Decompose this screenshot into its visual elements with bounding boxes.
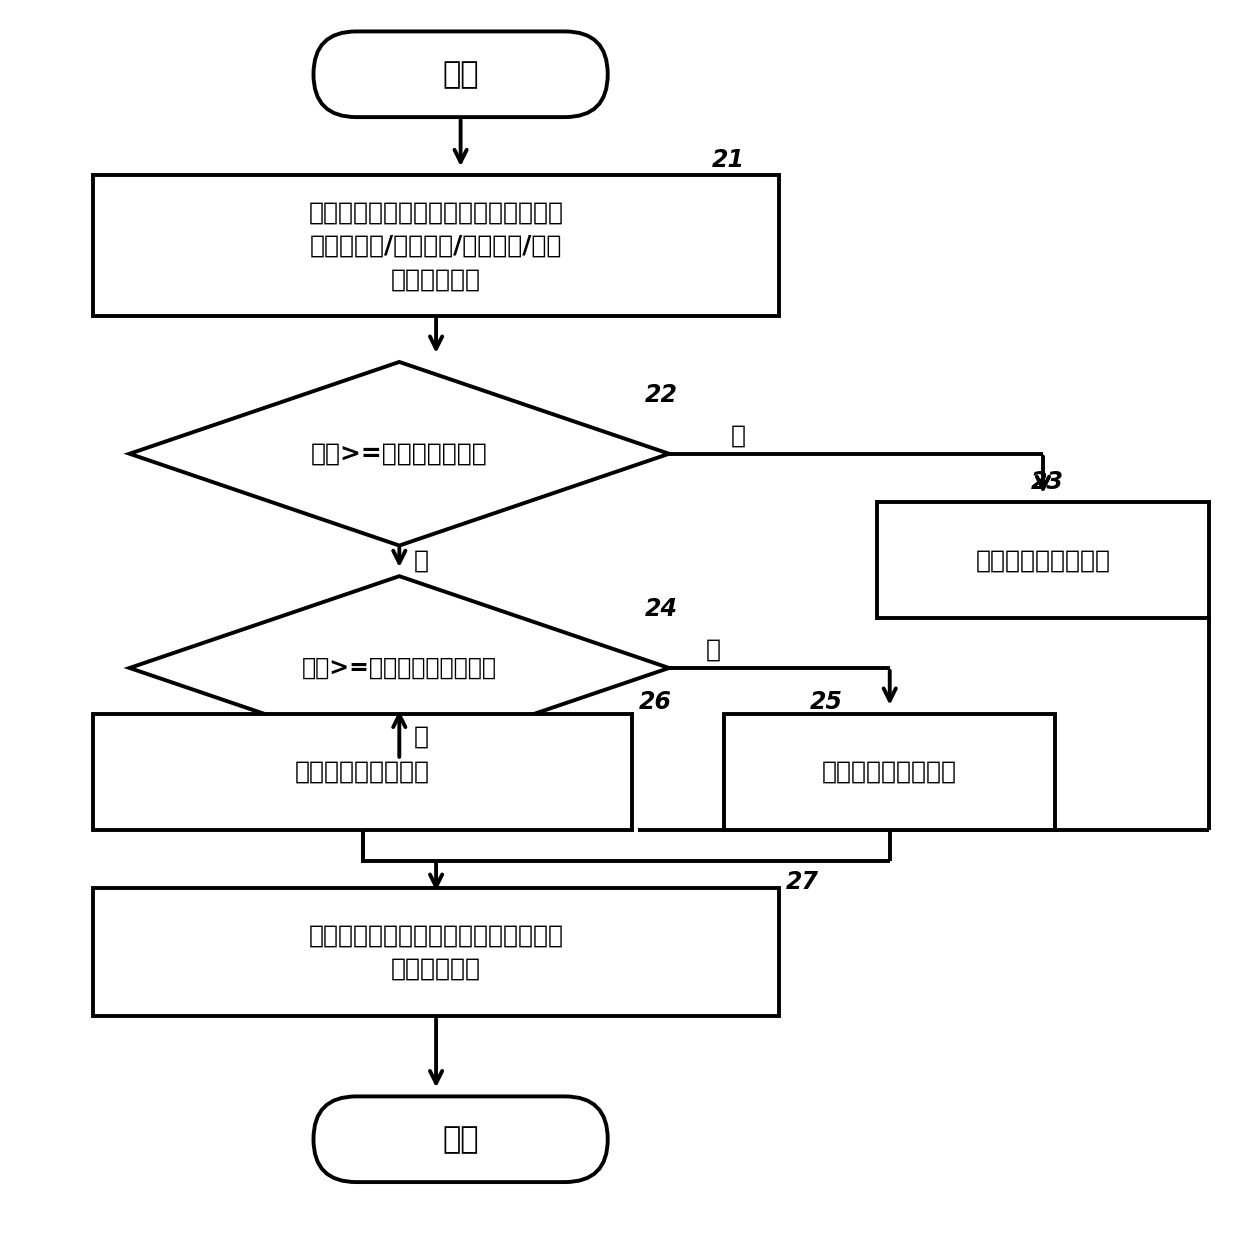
Bar [724,714,1055,831]
Text: 根据油门踏板和实际档位，得到当前工
况下的锁止/锁止解除/打滑控制/打滑
解除目标车速: 根据油门踏板和实际档位，得到当前工 况下的锁止/锁止解除/打滑控制/打滑 解除目… [309,201,564,291]
Text: 24: 24 [645,597,677,621]
Bar [93,888,780,1016]
Bar [878,503,1209,619]
Text: 否: 否 [414,724,429,749]
Text: 22: 22 [645,383,677,407]
Text: 目标模式设置为解锁: 目标模式设置为解锁 [295,760,430,784]
Text: 26: 26 [639,691,671,714]
Text: 否: 否 [414,548,429,573]
FancyBboxPatch shape [314,1097,608,1182]
Text: 开始: 开始 [443,59,479,89]
Text: 结束: 结束 [443,1125,479,1154]
Text: 目标模式设置为锁止: 目标模式设置为锁止 [976,548,1111,572]
Text: 车速>=打滑控制目标车速？: 车速>=打滑控制目标车速？ [301,656,497,680]
Text: 目标模式设置为打滑: 目标模式设置为打滑 [822,760,957,784]
Text: 是: 是 [730,423,745,447]
Bar [93,714,632,831]
Text: 23: 23 [1030,470,1064,494]
Text: 车速>=锁止目标车速？: 车速>=锁止目标车速？ [311,442,487,465]
Text: 25: 25 [810,691,843,714]
Text: 是: 是 [706,638,720,661]
FancyBboxPatch shape [314,31,608,118]
Polygon shape [129,361,670,546]
Text: 27: 27 [785,870,818,894]
Text: 21: 21 [712,149,745,172]
Polygon shape [129,576,670,760]
Bar [93,176,780,316]
Text: 根据车速、发动机扭矩和实际档位，确
定目标打滑值: 根据车速、发动机扭矩和实际档位，确 定目标打滑值 [309,924,564,980]
